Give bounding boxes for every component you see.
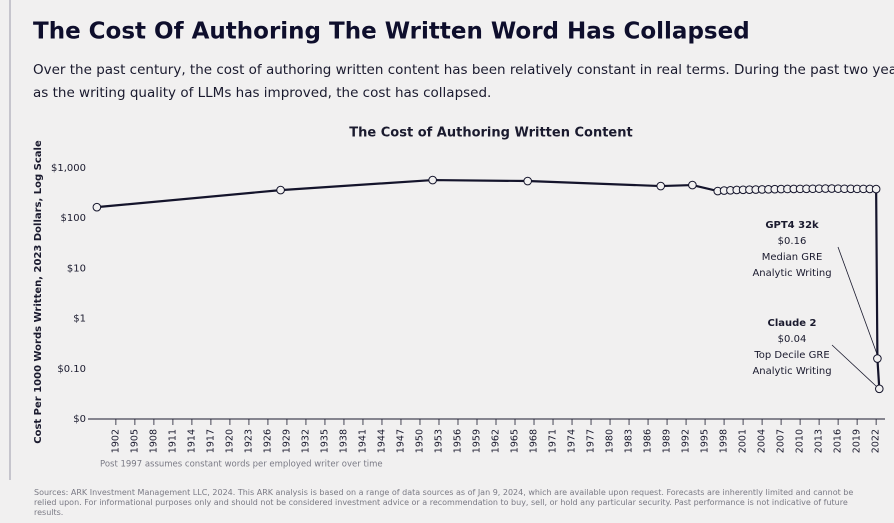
footnote: Post 1997 assumes constant words per emp… (100, 460, 383, 470)
x-tick-label: 1977 (586, 429, 597, 453)
y-axis-label: Cost Per 1000 Words Written, 2023 Dollar… (33, 140, 44, 444)
x-tick-label: 2004 (757, 429, 768, 453)
marker (873, 354, 882, 363)
x-tick-label: 2010 (795, 429, 806, 453)
x-tick-label: 1911 (167, 429, 178, 453)
x-tick-label: 1980 (605, 429, 616, 453)
annotation: Analytic Writing (752, 366, 831, 377)
annotation: Claude 2 (767, 318, 816, 329)
x-tick-label: 1905 (129, 429, 140, 453)
sources: Sources: ARK Investment Management LLC, … (34, 488, 854, 517)
subtitle: Over the past century, the cost of autho… (33, 62, 894, 78)
marker (688, 180, 697, 190)
x-tick-label: 1950 (414, 429, 425, 453)
x-tick-label: 2007 (776, 429, 787, 453)
annotation-leader (831, 344, 877, 387)
x-tick-label: 2022 (871, 429, 882, 453)
x-tick-label: 1962 (491, 429, 502, 453)
page-title: The Cost Of Authoring The Written Word H… (33, 19, 750, 45)
x-tick-label: 1989 (662, 429, 673, 453)
x-tick-label: 1965 (510, 429, 521, 453)
y-tick-label: $0 (73, 414, 86, 425)
annotation: $0.16 (778, 236, 807, 247)
x-tick-label: 2016 (833, 429, 844, 453)
annotation: Median GRE (762, 252, 823, 263)
x-tick-label: 1947 (395, 429, 406, 453)
x-tick-label: 1998 (719, 429, 730, 453)
annotation: GPT4 32k (765, 220, 819, 231)
x-tick-label: 1959 (471, 429, 482, 453)
chart-title: The Cost of Authoring Written Content (349, 126, 632, 141)
x-tick-label: 1983 (624, 429, 635, 453)
x-tick-label: 1920 (224, 429, 235, 453)
marker (656, 181, 666, 191)
annotation: $0.04 (778, 334, 807, 345)
x-tick-label: 1974 (567, 429, 578, 453)
annotation: Analytic Writing (752, 268, 831, 279)
x-tick-label: 2013 (814, 429, 825, 453)
x-tick-label: 1953 (433, 429, 444, 453)
y-tick-label: $10 (67, 263, 86, 274)
x-tick-label: 2001 (738, 429, 749, 453)
annotation: Top Decile GRE (753, 350, 829, 361)
x-tick-label: 1929 (281, 429, 292, 453)
x-tick-label: 1968 (529, 429, 540, 453)
annotation-leader (837, 246, 878, 355)
x-tick-label: 1971 (548, 429, 559, 453)
x-tick-label: 1938 (338, 429, 349, 453)
x-tick-label: 1908 (148, 429, 159, 453)
y-tick-label: $100 (61, 213, 86, 224)
x-tick-label: 1944 (376, 429, 387, 453)
x-tick-label: 1902 (110, 429, 121, 453)
marker (871, 184, 881, 194)
y-tick-label: $1 (73, 314, 86, 325)
x-tick-label: 1992 (681, 429, 692, 453)
subtitle: as the writing quality of LLMs has impro… (33, 85, 491, 101)
x-tick-label: 1917 (205, 429, 216, 453)
x-tick-label: 2019 (852, 429, 863, 453)
x-tick-label: 1941 (357, 429, 368, 453)
x-tick-label: 1914 (186, 429, 197, 453)
marker (523, 176, 532, 186)
marker (428, 175, 437, 185)
x-tick-label: 1995 (700, 429, 711, 453)
x-tick-label: 1986 (643, 429, 654, 453)
x-tick-label: 1956 (452, 429, 463, 453)
marker (276, 185, 285, 195)
y-tick-label: $0.10 (57, 364, 86, 375)
marker (92, 202, 102, 212)
x-tick-label: 1923 (243, 429, 254, 453)
x-tick-label: 1935 (319, 429, 330, 453)
x-tick-label: 1926 (262, 429, 273, 453)
marker (874, 384, 884, 394)
y-tick-label: $1,000 (51, 163, 86, 174)
x-tick-label: 1932 (300, 429, 311, 453)
